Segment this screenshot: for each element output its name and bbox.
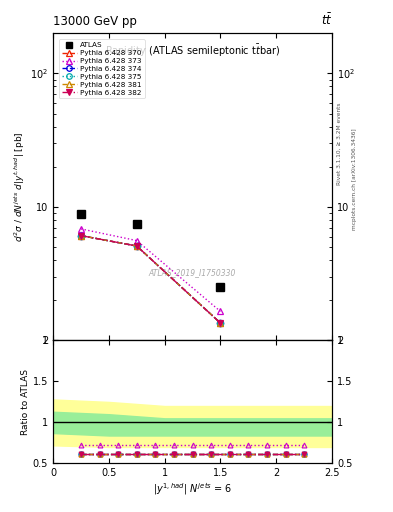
Text: mcplots.cern.ch [arXiv:1306.3436]: mcplots.cern.ch [arXiv:1306.3436] (352, 129, 357, 230)
Text: 13000 GeV pp: 13000 GeV pp (53, 15, 137, 28)
Text: $t\bar{t}$: $t\bar{t}$ (321, 13, 332, 28)
Text: ATLAS_2019_I1750330: ATLAS_2019_I1750330 (149, 268, 236, 278)
X-axis label: $|y^{1,had}|$ $N^{jets}$ = 6: $|y^{1,had}|$ $N^{jets}$ = 6 (153, 481, 232, 497)
Text: Rivet 3.1.10, ≥ 3.2M events: Rivet 3.1.10, ≥ 3.2M events (337, 102, 342, 185)
Y-axis label: Ratio to ATLAS: Ratio to ATLAS (21, 369, 30, 435)
Y-axis label: $d^2\sigma$ / $dN^{jets}$ $d|y^{t,had}|$ [pb]: $d^2\sigma$ / $dN^{jets}$ $d|y^{t,had}|$… (13, 132, 28, 242)
Legend: ATLAS, Pythia 6.428 370, Pythia 6.428 373, Pythia 6.428 374, Pythia 6.428 375, P: ATLAS, Pythia 6.428 370, Pythia 6.428 37… (59, 39, 145, 98)
Text: Rapidity (ATLAS semileptonic t$\bar{t}$bar): Rapidity (ATLAS semileptonic t$\bar{t}$b… (105, 42, 280, 58)
